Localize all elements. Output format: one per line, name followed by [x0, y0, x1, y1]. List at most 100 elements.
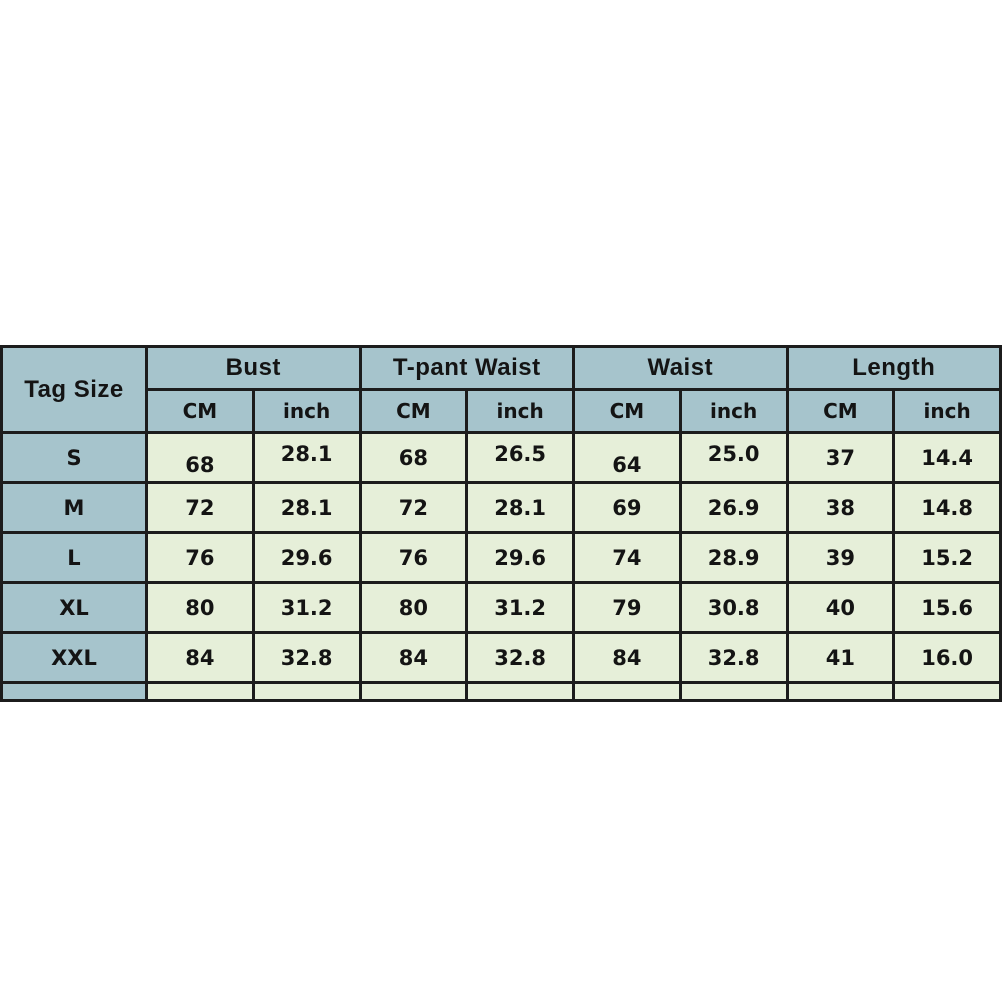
- size-value: 28.1: [280, 495, 333, 520]
- group-header-bust: Bust: [145, 345, 362, 391]
- size-value-cell: 38: [785, 481, 896, 534]
- size-value-cell: 28.9: [678, 531, 789, 584]
- table-row: XL 80 31.2 80 31.2 79 30.8 40 15.6: [0, 581, 1002, 634]
- size-value: 79: [612, 595, 642, 620]
- size-value-cell: 39: [785, 531, 896, 584]
- size-value-cell: 41: [785, 631, 896, 684]
- size-value: 69: [612, 495, 642, 520]
- size-value: 29.6: [494, 545, 547, 570]
- size-value-cell: 40: [785, 581, 896, 634]
- size-value: 37: [825, 445, 855, 470]
- row-tag: XL: [0, 581, 148, 634]
- group-header-length: Length: [785, 345, 1002, 391]
- unit-header-cm: CM: [358, 388, 469, 434]
- size-value: 84: [612, 645, 642, 670]
- size-value: 72: [185, 495, 215, 520]
- table-row: L 76 29.6 76 29.6 74 28.9 39 15.2: [0, 531, 1002, 584]
- size-value: 68: [185, 452, 215, 477]
- size-value-cell: 72: [358, 481, 469, 534]
- size-value: 32.8: [707, 645, 760, 670]
- size-value: 76: [398, 545, 428, 570]
- table-row: XXL 84 32.8 84 32.8 84 32.8 41 16.0: [0, 631, 1002, 684]
- size-value-cell: 80: [145, 581, 255, 634]
- cropped-cell: [251, 681, 362, 702]
- size-value: 31.2: [494, 595, 547, 620]
- unit-header-inch: inch: [892, 388, 1002, 434]
- size-value-cell: 28.1: [465, 481, 575, 534]
- unit-header-inch: inch: [678, 388, 789, 434]
- table-row: S 68 28.1 68 26.5 64 25.0 37 14.4: [0, 431, 1002, 484]
- size-value-cell: 29.6: [465, 531, 575, 584]
- cropped-cell: [145, 681, 255, 702]
- size-value: 39: [825, 545, 855, 570]
- size-value-cell: 84: [358, 631, 469, 684]
- cropped-cell: [678, 681, 789, 702]
- size-value-cell: 28.1: [251, 481, 362, 534]
- size-value-cell: 28.1: [251, 431, 362, 484]
- row-tag: XXL: [0, 631, 148, 684]
- size-value: 64: [612, 452, 642, 477]
- size-value: 16.0: [921, 645, 974, 670]
- cropped-cell: [572, 681, 682, 702]
- cropped-cell: [358, 681, 469, 702]
- row-tag-label: M: [63, 495, 85, 520]
- size-value: 28.9: [707, 545, 760, 570]
- size-value-cell: 74: [572, 531, 682, 584]
- unit-header-inch: inch: [465, 388, 575, 434]
- row-tag-label: XXL: [51, 645, 97, 670]
- size-value: 14.8: [921, 495, 974, 520]
- size-value-cell: 14.8: [892, 481, 1002, 534]
- unit-header-row: CM inch CM inch CM inch CM inch: [2, 388, 1002, 434]
- unit-header-cm: CM: [572, 388, 682, 434]
- size-value-cell: 68: [358, 431, 469, 484]
- size-value: 41: [825, 645, 855, 670]
- size-value-cell: 84: [145, 631, 255, 684]
- size-value: 15.6: [921, 595, 974, 620]
- size-value: 40: [825, 595, 855, 620]
- size-value-cell: 76: [145, 531, 255, 584]
- size-value-cell: 15.6: [892, 581, 1002, 634]
- size-value: 74: [612, 545, 642, 570]
- tag-size-header: Tag Size: [0, 345, 148, 434]
- size-value-cell: 14.4: [892, 431, 1002, 484]
- size-chart-table: Tag Size Bust T-pant Waist Waist Length …: [0, 345, 1002, 702]
- size-value: 80: [185, 595, 215, 620]
- cropped-cell: [0, 681, 148, 702]
- size-value: 84: [398, 645, 428, 670]
- size-value-cell: 80: [358, 581, 469, 634]
- unit-header-cm: CM: [785, 388, 896, 434]
- row-tag-label: S: [66, 445, 82, 470]
- size-value-cell: 37: [785, 431, 896, 484]
- size-value: 76: [185, 545, 215, 570]
- size-value-cell: 25.0: [678, 431, 789, 484]
- size-value-cell: 72: [145, 481, 255, 534]
- size-value: 68: [398, 445, 428, 470]
- size-value-cell: 32.8: [465, 631, 575, 684]
- size-value-cell: 29.6: [251, 531, 362, 584]
- size-value-cell: 31.2: [465, 581, 575, 634]
- group-header-row: Tag Size Bust T-pant Waist Waist Length: [0, 345, 1002, 434]
- size-value-cell: 30.8: [678, 581, 789, 634]
- size-value: 29.6: [280, 545, 333, 570]
- size-value-cell: 84: [572, 631, 682, 684]
- cropped-row: [0, 681, 1002, 702]
- size-value-cell: 79: [572, 581, 682, 634]
- size-value-cell: 26.5: [465, 431, 575, 484]
- size-value-cell: 31.2: [251, 581, 362, 634]
- row-tag-label: L: [67, 545, 81, 570]
- row-tag: L: [0, 531, 148, 584]
- size-value: 28.1: [494, 495, 547, 520]
- size-value: 30.8: [707, 595, 760, 620]
- size-value-cell: 32.8: [251, 631, 362, 684]
- size-value: 32.8: [280, 645, 333, 670]
- size-value: 32.8: [494, 645, 547, 670]
- size-value: 14.4: [921, 445, 974, 470]
- size-value-cell: 76: [358, 531, 469, 584]
- size-value: 31.2: [280, 595, 333, 620]
- size-value: 84: [185, 645, 215, 670]
- size-value: 28.1: [280, 441, 333, 466]
- size-value-cell: 16.0: [892, 631, 1002, 684]
- cropped-cell: [465, 681, 575, 702]
- size-value: 26.5: [494, 441, 547, 466]
- size-value: 72: [398, 495, 428, 520]
